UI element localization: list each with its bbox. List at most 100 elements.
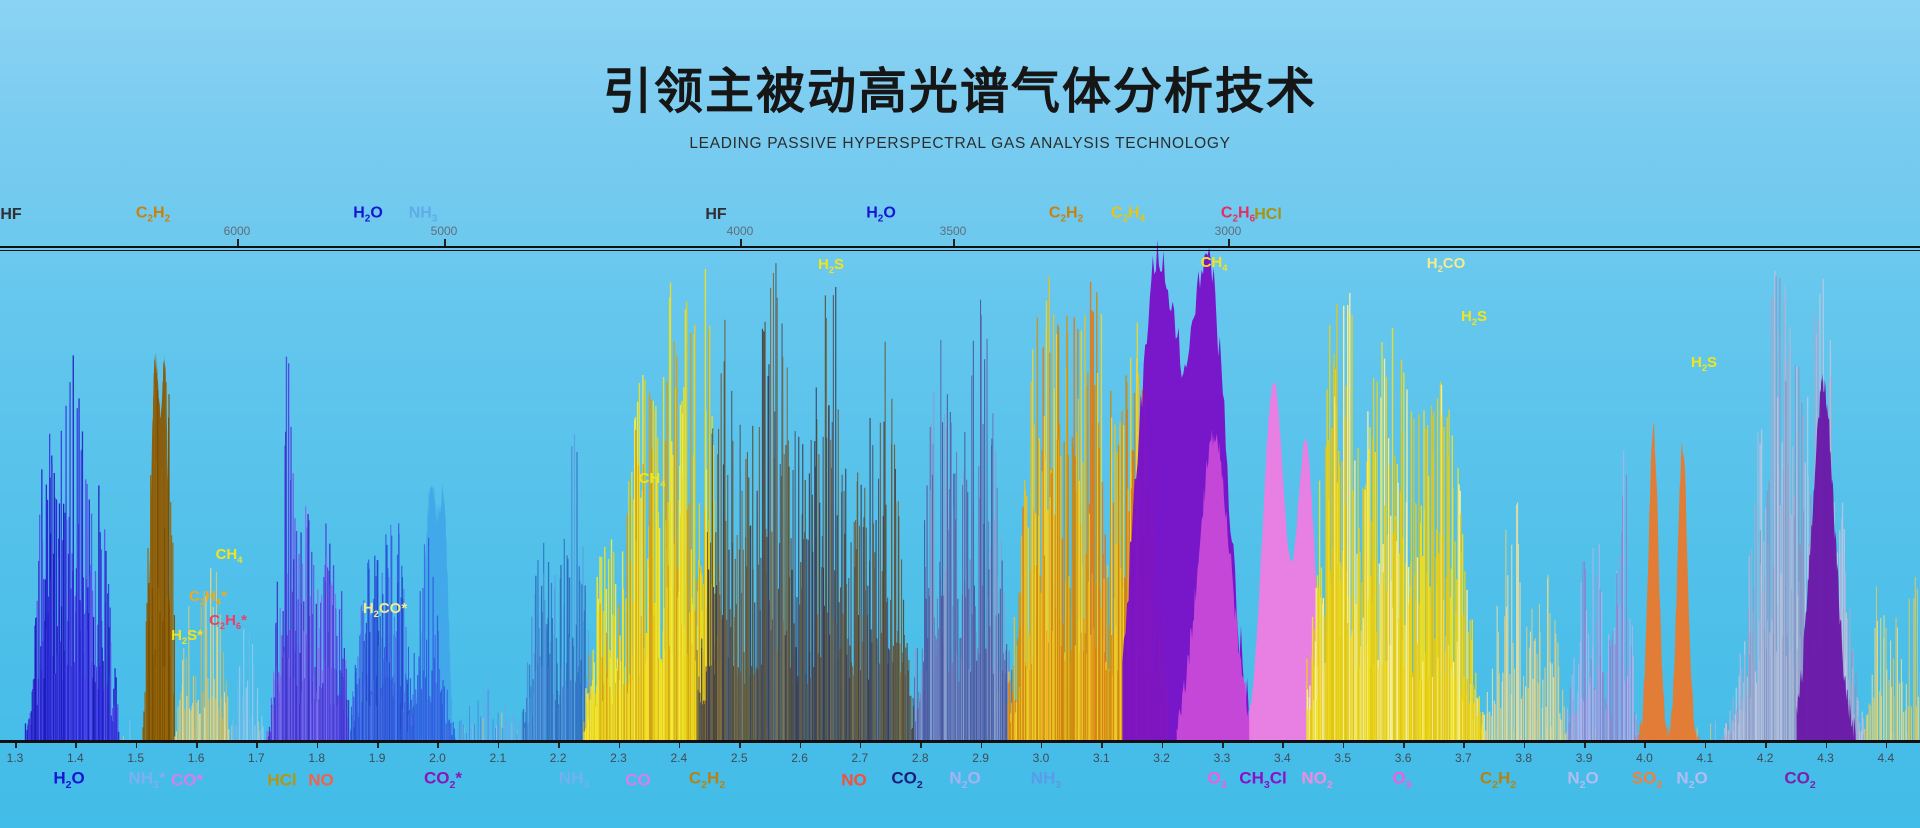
band-line-grayblue-2.87 (940, 339, 942, 740)
band-line-grayblue-2.87 (945, 426, 947, 740)
band-line-brown-lines-1.53 (147, 547, 149, 740)
band-magenta-solid-3.29 (1176, 429, 1253, 740)
bottom-tick-mark (1282, 742, 1284, 748)
band-line-blueviolet-1.78 (312, 613, 314, 740)
band-line-khaki-4.42 (1885, 627, 1887, 740)
band-line-dark-2.6 (706, 532, 708, 740)
gas-label-c2h2: C2H2 (1479, 768, 1517, 791)
band-line-steel-2.2 (579, 580, 581, 740)
band-line-dark-2.6 (887, 663, 889, 740)
band-line-paleslate-4.25 (1765, 648, 1768, 740)
band-line-grayblue-2.87 (969, 559, 971, 740)
band-line-steel-2.2 (574, 680, 576, 740)
band-line-gold-3.05 (1064, 660, 1066, 740)
band-line-brown-lines-1.53 (152, 655, 154, 740)
band-line-baseline-noise (471, 724, 473, 740)
band-line-dark-2.6 (792, 470, 794, 740)
band-line-yellow-3.6 (1420, 505, 1422, 740)
band-line-yellow-3.6 (1323, 615, 1326, 740)
band-line-dark-2.6 (878, 478, 880, 740)
band-line-khaki-1.6 (212, 606, 214, 740)
gas-label-c2h6: C2H6* (209, 611, 247, 631)
band-line-grayblue-2.87 (943, 595, 945, 740)
band-line-sparse-2.08 (485, 704, 487, 740)
band-line-paleblue-1.68 (233, 712, 235, 740)
band-line-khaki-3.8 (1544, 667, 1546, 740)
band-line-grayblue-2.87 (927, 637, 929, 740)
band-line-khaki-4.42 (1868, 703, 1870, 740)
band-line-dark-2.6 (861, 615, 863, 740)
band-line-baseline-noise (257, 721, 259, 740)
band-line-brown-lines-1.53 (155, 460, 157, 740)
band-line-dark-2.6 (781, 323, 783, 740)
band-line-blueviolet-1.78 (279, 608, 281, 740)
band-line-dark-2.6 (716, 585, 718, 740)
band-line-grayblue-2.87 (920, 671, 922, 740)
band-line-steel-2.2 (521, 712, 524, 740)
band-line-yellow-3.6 (1473, 703, 1475, 740)
band-line-steel-2.2 (525, 711, 527, 740)
band-line-royal-1.9 (357, 656, 359, 740)
band-line-gold-3.05 (1047, 509, 1049, 740)
band-line-yellow-2.35 (662, 376, 665, 740)
band-line-sparse-2.08 (458, 721, 460, 740)
band-line-baseline-noise (1696, 727, 1698, 740)
bottom-tick-mark (618, 742, 620, 748)
band-line-dark-2.6 (838, 602, 840, 740)
band-line-lavender-3.93 (1618, 605, 1620, 740)
band-line-blue-1.4 (98, 485, 100, 740)
bottom-tick-label: 2.1 (489, 751, 507, 765)
band-line-dark-2.6 (861, 641, 863, 740)
band-line-yellow-3.6 (1340, 581, 1342, 740)
band-line-gold-3.05 (1018, 593, 1020, 740)
band-line-blue-lines-2.0 (404, 715, 406, 740)
header: 引领主被动高光谱气体分析技术 LEADING PASSIVE HYPERSPEC… (0, 52, 1920, 153)
band-line-steel-2.2 (524, 727, 526, 740)
band-line-gold-3.05 (1120, 567, 1122, 740)
band-line-yellow-3.6 (1457, 467, 1459, 740)
band-line-yellow-3.6 (1347, 305, 1349, 740)
band-line-steel-2.2 (573, 646, 575, 740)
band-line-grayblue-2.87 (917, 708, 919, 740)
band-line-blue-1.4 (54, 497, 56, 740)
band-line-yellow-3.6 (1472, 685, 1474, 740)
band-line-dark-2.6 (896, 642, 898, 740)
band-line-yellow-2.35 (638, 383, 641, 740)
band-line-yellow-2.35 (602, 610, 605, 740)
band-line-yellow-2.35 (689, 332, 692, 740)
bottom-tick-mark (1825, 742, 1827, 748)
band-line-sparse-2.08 (462, 724, 464, 740)
band-line-khaki-3.8 (1559, 713, 1561, 740)
band-line-paleslate-4.25 (1741, 700, 1744, 740)
band-line-dark-2.6 (721, 619, 723, 740)
band-line-gold-3.05 (1060, 455, 1062, 740)
band-line-grayblue-2.87 (928, 588, 930, 740)
band-line-grayblue-2.87 (972, 340, 974, 740)
band-line-grayblue-2.87 (955, 519, 957, 740)
band-line-lavender-3.93 (1594, 689, 1596, 740)
band-line-blue-1.4 (54, 673, 56, 740)
band-line-dark-2.6 (852, 675, 854, 740)
band-line-paleblue-1.68 (247, 680, 249, 740)
gas-label-h2s: H2S (1460, 307, 1488, 327)
band-line-dark-2.6 (797, 676, 799, 740)
band-line-blue-lines-2.0 (434, 634, 436, 740)
band-line-grayblue-2.87 (941, 596, 943, 740)
band-line-yellow-2.35 (680, 515, 682, 740)
band-line-yellow-3.6 (1332, 546, 1334, 740)
band-line-dark-2.6 (794, 431, 796, 740)
band-line-gold-3.05 (1028, 636, 1031, 740)
band-line-royal-1.9 (377, 560, 379, 740)
band-line-blueviolet-1.78 (309, 595, 312, 740)
bottom-tick-mark (1765, 742, 1767, 748)
band-line-khaki-4.42 (1907, 706, 1909, 740)
bottom-tick-mark (15, 742, 17, 748)
bottom-tick-label: 3.6 (1394, 751, 1412, 765)
band-line-dark-2.6 (817, 653, 819, 740)
band-line-paleslate-4.25 (1729, 710, 1731, 740)
band-line-khaki-1.6 (217, 626, 219, 740)
band-line-dark-2.6 (890, 599, 892, 740)
gas-label-hf: HF (0, 206, 22, 223)
band-line-yellow-2.35 (597, 598, 599, 740)
band-line-lavender-3.93 (1619, 555, 1621, 740)
